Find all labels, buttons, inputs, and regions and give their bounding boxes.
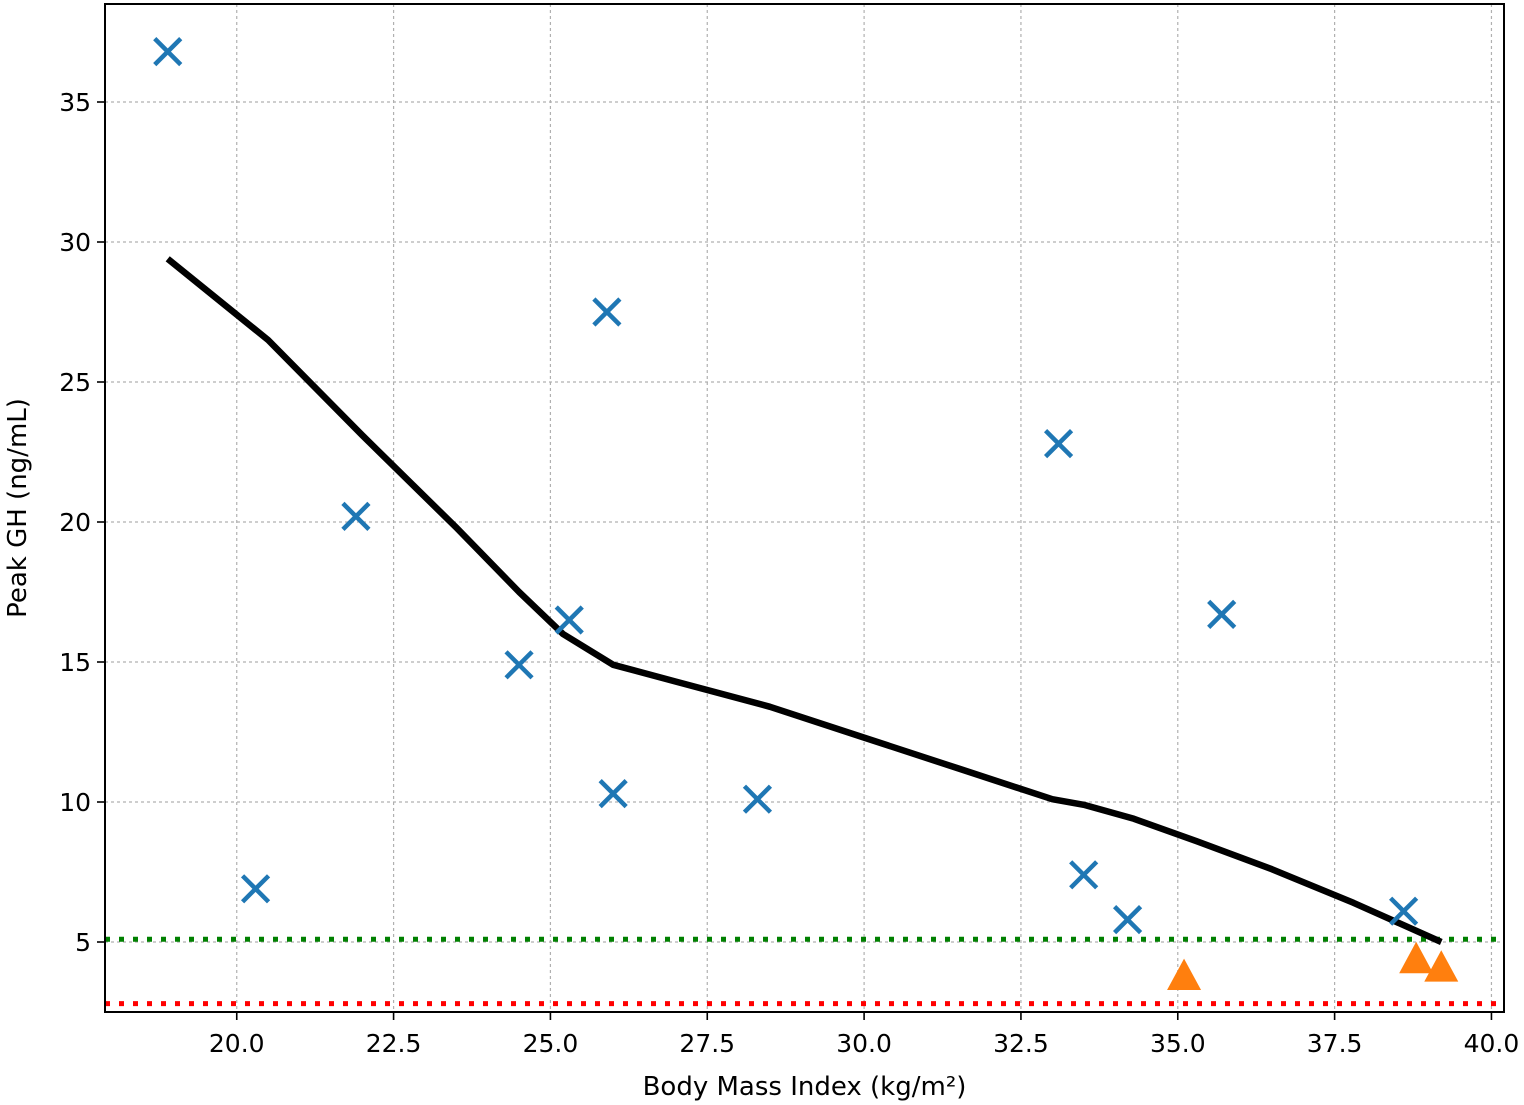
x-marker-point xyxy=(1112,905,1143,935)
x-marker-point xyxy=(598,779,628,809)
x-axis-ticks: 20.0 22.5 25.0 27.5 30.0 32.5 35.0 37.5 40.0 xyxy=(209,1012,1519,1058)
trend-line-series xyxy=(165,256,1443,945)
y-tick-label: 30 xyxy=(59,228,91,257)
x-marker-point xyxy=(240,874,271,904)
x-marker-point xyxy=(1207,599,1237,629)
x-marker-point xyxy=(592,297,622,327)
x-marker-point xyxy=(1069,860,1099,890)
triangle-marker-point xyxy=(1424,950,1459,982)
x-tick-label: 37.5 xyxy=(1307,1029,1363,1058)
x-marker-point xyxy=(341,501,371,531)
x-tick-label: 30.0 xyxy=(836,1029,892,1058)
y-tick-label: 20 xyxy=(59,508,91,537)
x-tick-label: 35.0 xyxy=(1150,1029,1206,1058)
x-tick-label: 22.5 xyxy=(366,1029,422,1058)
x-marker-point xyxy=(1389,896,1419,926)
x-tick-label: 20.0 xyxy=(209,1029,265,1058)
x-marker-point xyxy=(504,650,534,680)
triangle-marker-point xyxy=(1167,958,1202,991)
x-tick-label: 32.5 xyxy=(993,1029,1049,1058)
x-tick-label: 25.0 xyxy=(523,1029,579,1058)
y-tick-label: 25 xyxy=(59,368,91,397)
y-axis-ticks: 5 10 15 20 25 30 35 xyxy=(59,88,105,957)
grid xyxy=(105,4,1504,1012)
y-tick-label: 35 xyxy=(59,88,91,117)
x-axis-label: Body Mass Index (kg/m²) xyxy=(643,1072,967,1102)
triangle-marker-point xyxy=(1399,941,1434,974)
y-axis-label: Peak GH (ng/mL) xyxy=(3,398,33,618)
y-tick-label: 5 xyxy=(75,928,91,957)
point-series xyxy=(153,37,1459,991)
x-marker-point xyxy=(153,37,183,67)
plot-frame xyxy=(104,3,1505,1013)
y-tick-label: 15 xyxy=(59,648,91,677)
trend-line xyxy=(165,256,1443,945)
x-tick-label: 40.0 xyxy=(1464,1029,1520,1058)
x-marker-point xyxy=(1043,429,1074,459)
y-tick-label: 10 xyxy=(59,788,91,817)
x-marker-point xyxy=(554,605,584,635)
x-tick-label: 27.5 xyxy=(679,1029,735,1058)
reference-lines xyxy=(105,936,1504,1007)
x-marker-point xyxy=(742,784,773,814)
